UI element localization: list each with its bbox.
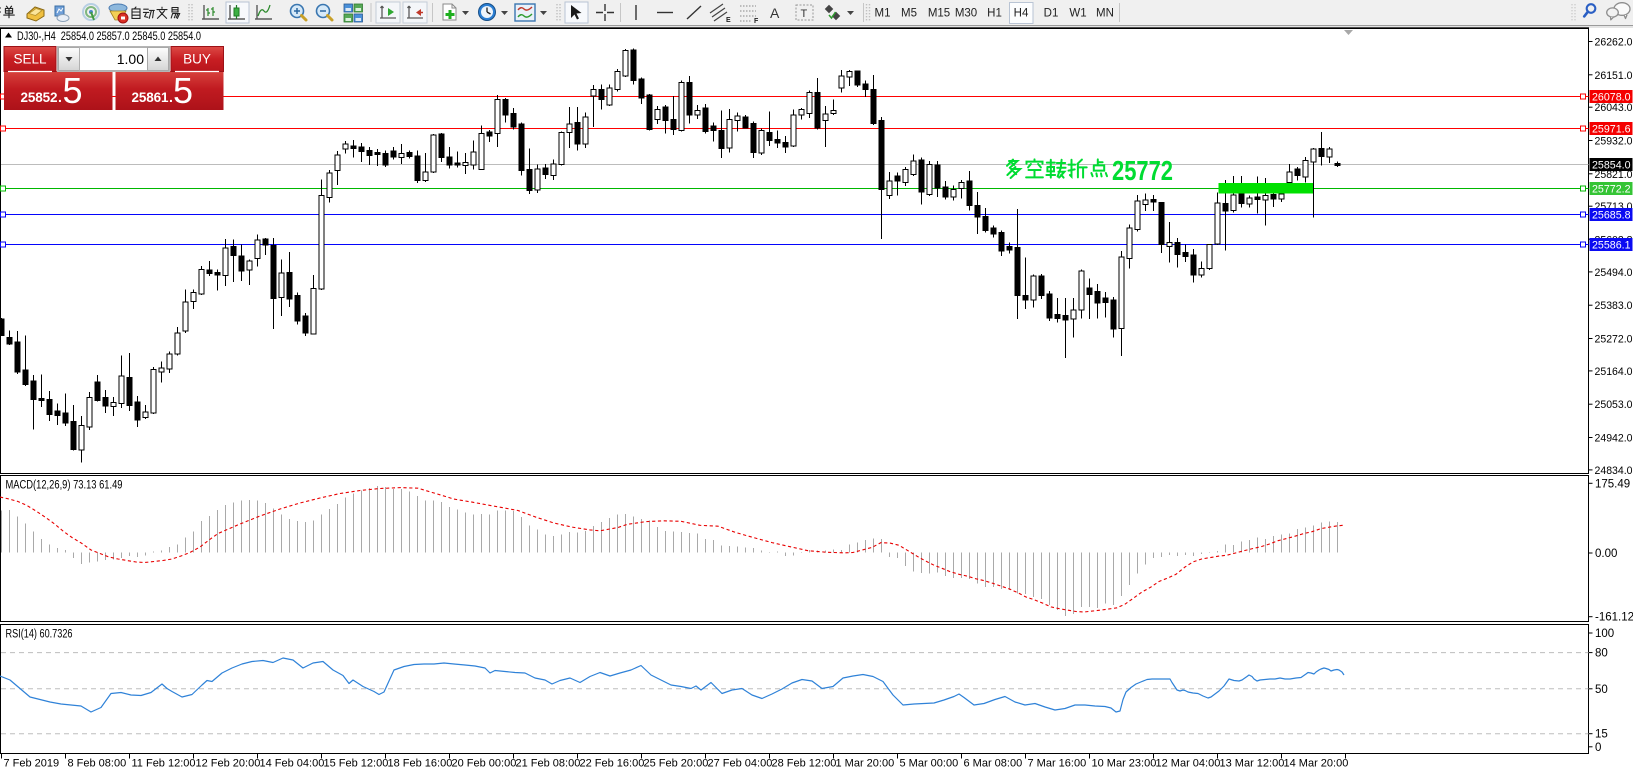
svg-text:DJ30-,H4 25854.0 25857.0 2584: DJ30-,H4 25854.0 25857.0 25845.0 25854.0: [17, 31, 201, 43]
svg-text:22 Feb 16:00: 22 Feb 16:00: [580, 758, 645, 770]
svg-text:25854.0: 25854.0: [1592, 160, 1631, 172]
svg-text:25932.0: 25932.0: [1595, 136, 1633, 148]
svg-text:M30: M30: [955, 8, 977, 20]
svg-text:175.49: 175.49: [1595, 478, 1630, 490]
svg-text:24834.0: 24834.0: [1595, 465, 1633, 477]
svg-text:18 Feb 16:00: 18 Feb 16:00: [388, 758, 453, 770]
svg-text:100: 100: [1595, 628, 1614, 640]
svg-text:F: F: [754, 18, 759, 25]
svg-text:27 Feb 04:00: 27 Feb 04:00: [708, 758, 773, 770]
svg-text:11 Feb 12:00: 11 Feb 12:00: [132, 758, 196, 770]
svg-text:7 Feb 2019: 7 Feb 2019: [4, 758, 60, 770]
svg-text:M5: M5: [901, 8, 917, 20]
svg-text:26262.0: 26262.0: [1595, 37, 1633, 49]
svg-text:H4: H4: [1014, 8, 1029, 20]
svg-text:15 Feb 12:00: 15 Feb 12:00: [324, 758, 389, 770]
svg-text:E: E: [726, 17, 731, 24]
svg-text:80: 80: [1595, 648, 1608, 660]
svg-text:21 Feb 08:00: 21 Feb 08:00: [516, 758, 581, 770]
svg-text:6 Mar 08:00: 6 Mar 08:00: [964, 758, 1023, 770]
svg-text:25272.0: 25272.0: [1595, 334, 1633, 346]
svg-text:24942.0: 24942.0: [1595, 433, 1633, 445]
svg-text:MACD(12,26,9) 73.13 61.49: MACD(12,26,9) 73.13 61.49: [6, 479, 123, 491]
svg-text:D1: D1: [1044, 8, 1059, 20]
svg-text:M15: M15: [928, 8, 950, 20]
svg-text:8 Feb 08:00: 8 Feb 08:00: [68, 758, 127, 770]
svg-text:14 Mar 20:00: 14 Mar 20:00: [1284, 758, 1349, 770]
svg-text:25 Feb 20:00: 25 Feb 20:00: [644, 758, 709, 770]
svg-text:25164.0: 25164.0: [1595, 366, 1633, 378]
svg-text:1.00: 1.00: [117, 51, 144, 67]
svg-text:12 Feb 20:00: 12 Feb 20:00: [196, 758, 261, 770]
svg-text:25383.0: 25383.0: [1595, 300, 1633, 312]
svg-text:25971.6: 25971.6: [1592, 124, 1631, 136]
svg-text:25852: 25852: [21, 90, 58, 105]
svg-text:10 Mar 23:00: 10 Mar 23:00: [1092, 758, 1157, 770]
svg-text:25861: 25861: [132, 90, 169, 105]
svg-text:25494.0: 25494.0: [1595, 267, 1633, 279]
svg-text:25586.1: 25586.1: [1592, 240, 1631, 252]
svg-text:H1: H1: [987, 8, 1002, 20]
svg-text:.: .: [58, 89, 62, 105]
svg-text:5: 5: [173, 70, 193, 111]
svg-text:5 Mar 00:00: 5 Mar 00:00: [900, 758, 959, 770]
svg-text:25821.0: 25821.0: [1595, 169, 1633, 181]
svg-text:25053.0: 25053.0: [1595, 399, 1633, 411]
svg-text:.: .: [169, 89, 173, 105]
svg-text:50: 50: [1595, 684, 1608, 696]
svg-text:RSI(14) 60.7326: RSI(14) 60.7326: [6, 629, 73, 641]
svg-text:A: A: [770, 5, 780, 21]
svg-text:13 Mar 12:00: 13 Mar 12:00: [1220, 758, 1285, 770]
svg-text:26078.0: 26078.0: [1592, 92, 1631, 104]
svg-text:25685.8: 25685.8: [1592, 210, 1631, 222]
svg-text:W1: W1: [1069, 8, 1086, 20]
svg-text:20 Feb 00:00: 20 Feb 00:00: [452, 758, 517, 770]
svg-text:MN: MN: [1096, 8, 1114, 20]
svg-text:1 Mar 20:00: 1 Mar 20:00: [836, 758, 895, 770]
svg-text:BUY: BUY: [183, 52, 211, 67]
svg-text:25772: 25772: [1112, 155, 1173, 186]
svg-text:7 Mar 16:00: 7 Mar 16:00: [1028, 758, 1087, 770]
svg-text:5: 5: [63, 70, 83, 111]
svg-text:0.00: 0.00: [1595, 548, 1617, 560]
svg-text:25772.2: 25772.2: [1592, 184, 1631, 196]
svg-text:26151.0: 26151.0: [1595, 70, 1633, 82]
svg-text:28 Feb 12:00: 28 Feb 12:00: [772, 758, 837, 770]
svg-text:26043.0: 26043.0: [1595, 102, 1633, 114]
svg-text:-161.12: -161.12: [1595, 612, 1633, 624]
svg-text:14 Feb 04:00: 14 Feb 04:00: [260, 758, 325, 770]
svg-text:15: 15: [1595, 729, 1608, 741]
svg-text:T: T: [801, 8, 808, 20]
svg-text:M1: M1: [875, 8, 891, 20]
svg-text:12 Mar 04:00: 12 Mar 04:00: [1156, 758, 1221, 770]
svg-text:SELL: SELL: [13, 52, 47, 67]
svg-text:0: 0: [1595, 742, 1601, 754]
